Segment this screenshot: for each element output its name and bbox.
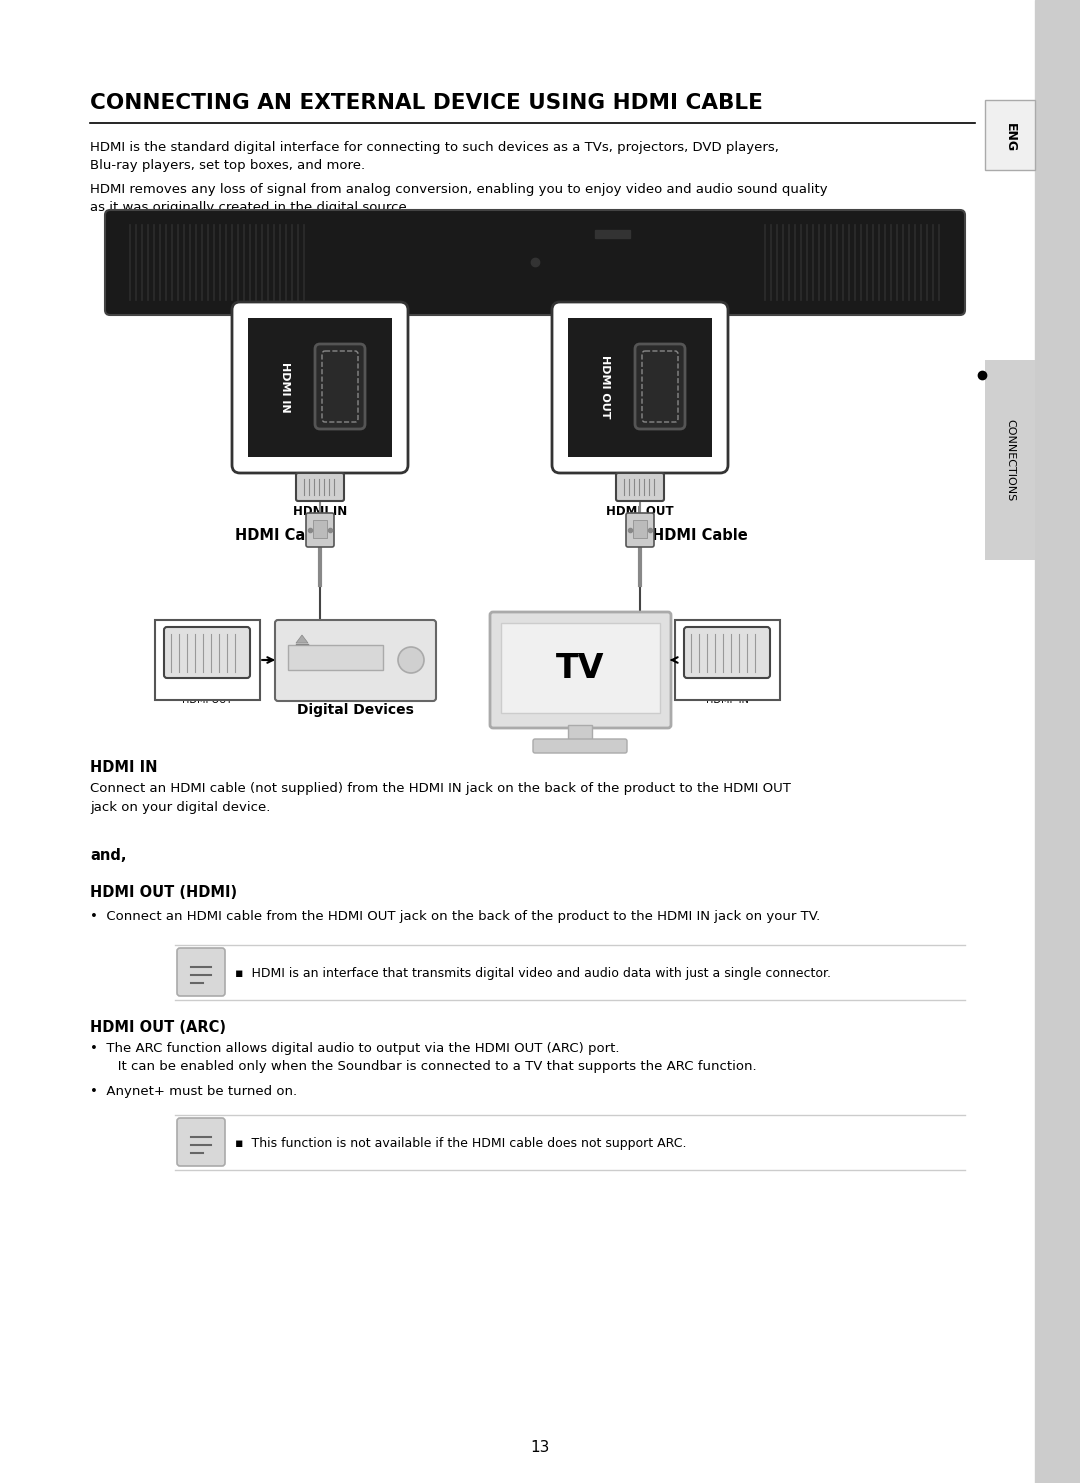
Text: •  Anynet+ must be turned on.: • Anynet+ must be turned on. [90, 1086, 297, 1097]
FancyBboxPatch shape [616, 473, 664, 501]
Text: It can be enabled only when the Soundbar is connected to a TV that supports the : It can be enabled only when the Soundbar… [105, 1060, 757, 1074]
Text: HDMI is the standard digital interface for connecting to such devices as a TVs, : HDMI is the standard digital interface f… [90, 141, 779, 172]
Text: HDMI OUT (HDMI): HDMI OUT (HDMI) [90, 885, 238, 900]
Bar [501, 623, 660, 713]
Circle shape [399, 647, 424, 673]
FancyBboxPatch shape [684, 627, 770, 678]
FancyBboxPatch shape [177, 1118, 225, 1166]
FancyBboxPatch shape [534, 739, 627, 753]
Text: HDMI removes any loss of signal from analog conversion, enabling you to enjoy vi: HDMI removes any loss of signal from ana… [90, 182, 827, 214]
Text: CONNECTIONS: CONNECTIONS [1005, 418, 1015, 501]
FancyBboxPatch shape [490, 612, 671, 728]
Bar [568, 725, 592, 743]
Bar [313, 521, 327, 538]
Bar [595, 230, 630, 237]
Text: HDMI  IN: HDMI IN [705, 696, 748, 704]
Text: and,: and, [90, 848, 126, 863]
Text: Digital Devices: Digital Devices [297, 703, 414, 716]
FancyBboxPatch shape [275, 620, 436, 701]
FancyBboxPatch shape [635, 344, 685, 429]
Bar [1035, 0, 1080, 1483]
FancyBboxPatch shape [164, 627, 249, 678]
Text: HDMI OUT: HDMI OUT [606, 506, 674, 518]
Text: HDMI OUT: HDMI OUT [181, 696, 232, 704]
Text: TV: TV [556, 651, 604, 685]
Text: HDMI IN: HDMI IN [280, 362, 291, 412]
Bar [568, 317, 712, 457]
Text: •  The ARC function allows digital audio to output via the HDMI OUT (ARC) port.: • The ARC function allows digital audio … [90, 1043, 620, 1054]
Text: HDMI Cable: HDMI Cable [235, 528, 330, 543]
Bar [985, 99, 1035, 171]
Text: 13: 13 [530, 1440, 550, 1455]
FancyBboxPatch shape [552, 303, 728, 473]
Text: HDMI IN: HDMI IN [90, 759, 158, 776]
FancyBboxPatch shape [105, 211, 966, 314]
Text: HDMI OUT (ARC): HDMI OUT (ARC) [90, 1020, 226, 1035]
Text: ▪  This function is not available if the HDMI cable does not support ARC.: ▪ This function is not available if the … [235, 1136, 687, 1149]
Bar [248, 317, 392, 457]
FancyBboxPatch shape [315, 344, 365, 429]
Text: HDMI Cable: HDMI Cable [652, 528, 747, 543]
Bar [288, 645, 383, 670]
Bar [633, 521, 647, 538]
FancyBboxPatch shape [232, 303, 408, 473]
Text: ENG: ENG [1003, 123, 1016, 153]
FancyBboxPatch shape [306, 513, 334, 547]
Text: •  Connect an HDMI cable from the HDMI OUT jack on the back of the product to th: • Connect an HDMI cable from the HDMI OU… [90, 911, 820, 922]
Text: HDMI IN: HDMI IN [293, 506, 347, 518]
Text: HDMI OUT: HDMI OUT [600, 356, 610, 418]
FancyBboxPatch shape [296, 473, 345, 501]
Text: Connect an HDMI cable (not supplied) from the HDMI IN jack on the back of the pr: Connect an HDMI cable (not supplied) fro… [90, 782, 791, 814]
FancyBboxPatch shape [626, 513, 654, 547]
Text: CONNECTING AN EXTERNAL DEVICE USING HDMI CABLE: CONNECTING AN EXTERNAL DEVICE USING HDMI… [90, 93, 762, 113]
Bar [675, 620, 780, 700]
FancyBboxPatch shape [177, 948, 225, 997]
Text: ▪  HDMI is an interface that transmits digital video and audio data with just a : ▪ HDMI is an interface that transmits di… [235, 967, 831, 979]
Polygon shape [296, 635, 308, 644]
Bar [985, 360, 1035, 561]
Bar [156, 620, 260, 700]
